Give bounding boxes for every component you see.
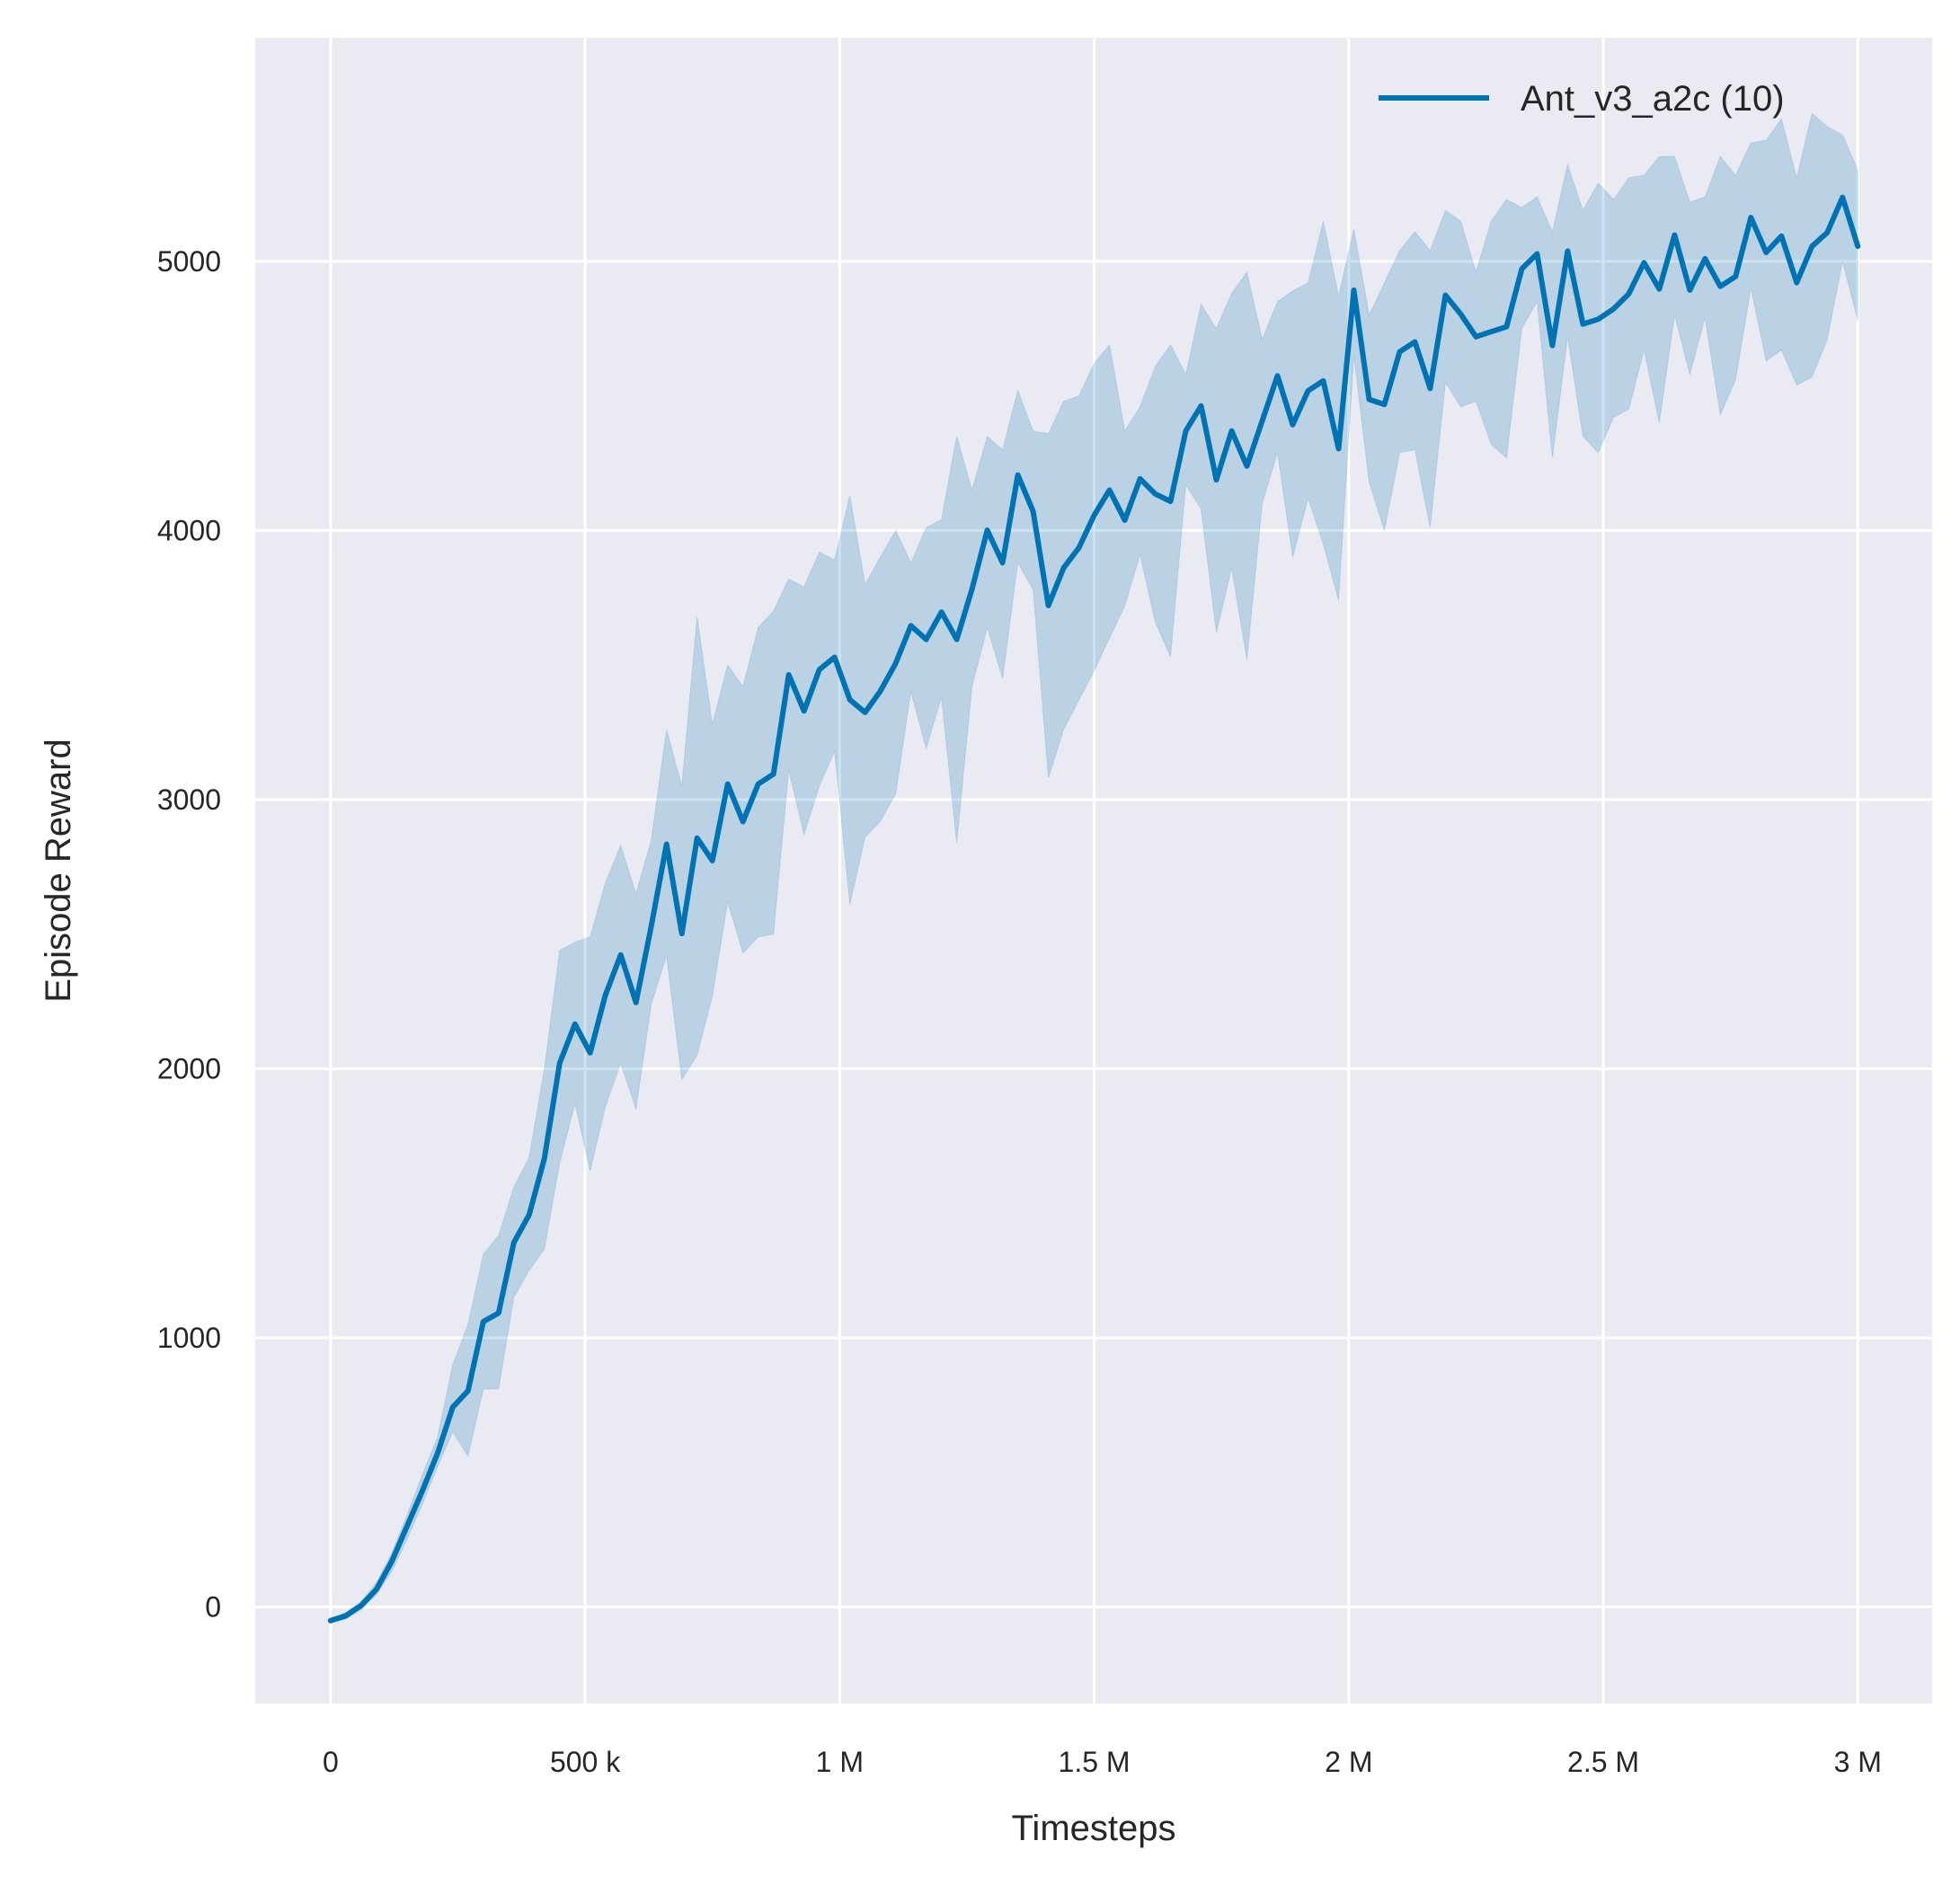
x-tick-label: 1 M xyxy=(816,1746,864,1778)
y-tick-label: 5000 xyxy=(157,245,221,278)
gridlines xyxy=(255,38,1932,1704)
x-tick-label: 2.5 M xyxy=(1567,1746,1639,1778)
y-tick-label: 2000 xyxy=(157,1052,221,1084)
series-line-group xyxy=(327,194,1861,1624)
y-tick-labels: 0 1000 2000 3000 4000 5000 xyxy=(157,245,221,1624)
x-tick-label: 2 M xyxy=(1325,1746,1372,1778)
x-tick-label: 500 k xyxy=(550,1746,621,1778)
x-tick-label: 3 M xyxy=(1834,1746,1882,1778)
y-tick-label: 4000 xyxy=(157,514,221,546)
series-line-ant-v3-a2c xyxy=(327,194,1861,1624)
x-axis-label: Timesteps xyxy=(1011,1809,1175,1848)
x-tick-labels: 0 500 k 1 M 1.5 M 2 M 2.5 M 3 M xyxy=(323,1746,1882,1778)
x-tick-label: 0 xyxy=(323,1746,339,1778)
legend-label: Ant_v3_a2c (10) xyxy=(1521,79,1785,119)
y-tick-label: 3000 xyxy=(157,783,221,816)
y-tick-label: 0 xyxy=(205,1590,221,1623)
y-tick-label: 1000 xyxy=(157,1322,221,1354)
y-axis-label: Episode Reward xyxy=(39,739,78,1003)
legend: Ant_v3_a2c (10) xyxy=(1379,79,1785,119)
x-tick-label: 1.5 M xyxy=(1059,1746,1131,1778)
